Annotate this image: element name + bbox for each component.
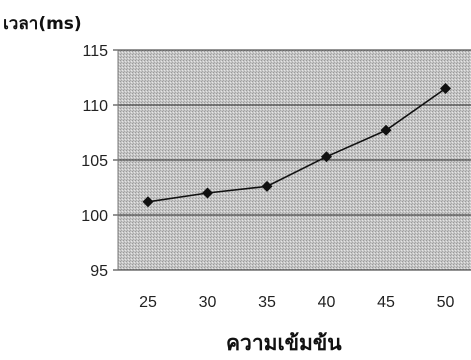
x-tick-label: 40 <box>318 294 336 311</box>
series-line <box>147 87 446 203</box>
y-tick-label: 95 <box>90 263 108 280</box>
data-point <box>440 83 451 94</box>
x-axis: 25 30 35 40 45 50 <box>139 294 454 311</box>
y-tick-label: 115 <box>82 43 108 60</box>
x-tick-label: 35 <box>258 294 276 311</box>
data-series <box>142 83 451 208</box>
data-point <box>202 187 213 199</box>
data-point <box>142 196 154 208</box>
data-point <box>261 180 273 192</box>
data-point <box>380 124 392 136</box>
x-tick-label: 25 <box>139 294 157 311</box>
y-tick-label: 110 <box>82 98 108 115</box>
x-tick-label: 30 <box>199 294 217 311</box>
x-axis-title: ความเข้มข้น <box>226 331 342 355</box>
x-tick-label: 45 <box>377 294 395 311</box>
y-tick-label: 100 <box>81 208 108 225</box>
x-tick-label: 50 <box>437 294 455 311</box>
gridlines <box>118 49 471 271</box>
y-axis-title: เวลา(ms) <box>3 14 82 34</box>
y-axis: 95 100 105 110 115 <box>81 43 119 280</box>
data-point <box>321 151 332 163</box>
y-tick-label: 105 <box>81 153 108 170</box>
